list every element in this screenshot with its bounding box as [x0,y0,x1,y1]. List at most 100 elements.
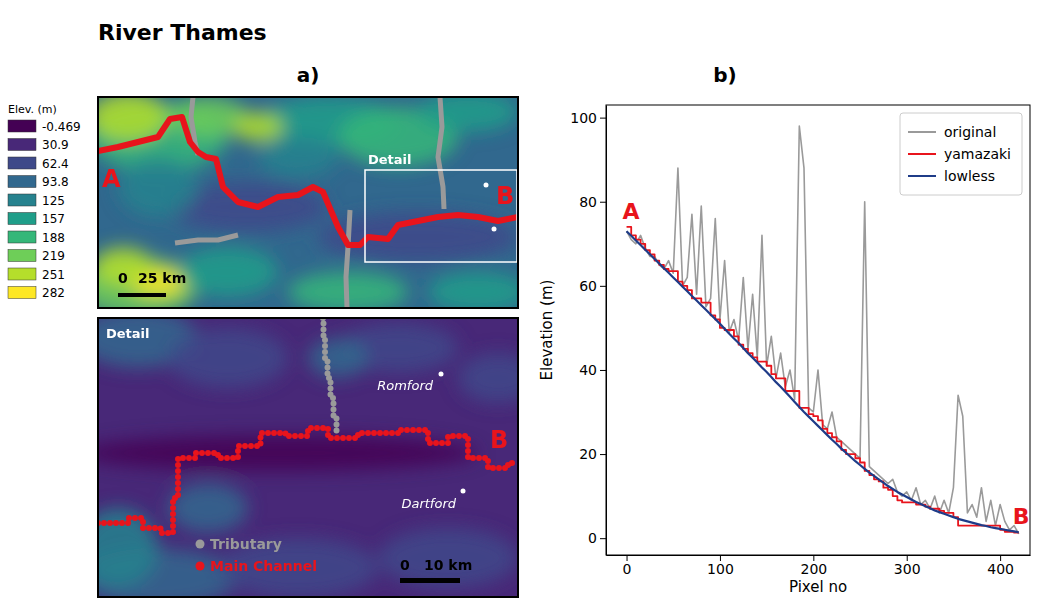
legend-swatch [196,562,205,571]
scale-label: 10 km [424,557,472,573]
start-label: A [102,165,121,193]
tributary [175,235,238,243]
colorbar-label: -0.469 [42,120,81,134]
x-tick-label: 400 [987,561,1014,577]
detail-map: Detail Romford Dartford B Tributary Main Chan… [78,308,538,601]
y-tick-mark [600,202,606,203]
terrain-patch [118,157,198,217]
colorbar-label: 282 [42,286,65,300]
place-label: Romford [377,378,434,393]
place-dot [484,183,489,188]
y-tick: 100 [570,110,606,126]
colorbar-label: 125 [42,194,65,208]
scale-bar [400,578,460,583]
figure-title: River Thames [98,20,267,45]
x-tick-label: 200 [800,561,827,577]
place-dot [461,489,466,494]
inset-frame [365,170,517,262]
y-tick-label: 40 [579,362,597,378]
colorbar-label: 30.9 [42,138,69,152]
legend: originalyamazakilowless [900,113,1022,195]
legend-swatch [196,540,205,549]
y-tick: 20 [579,446,606,462]
series-line [627,231,1019,532]
colorbar-label: 219 [42,249,65,263]
colorbar-swatch [8,268,36,280]
annotation: B [1013,504,1030,529]
legend-swatch [908,175,936,177]
legend-label: lowless [944,168,995,184]
panel-label: a) [297,63,320,87]
colorbar-swatch [8,250,36,262]
end-label: B [490,426,508,454]
annotation: A [623,199,640,224]
legend-swatch [908,153,936,155]
y-tick: 40 [579,362,606,378]
colorbar-title: Elev. (m) [8,103,57,116]
x-tick-label: 300 [894,561,921,577]
inset-label: Detail [106,326,150,341]
figure: River Thames a) Elev. (m) -0.469 30.9 62.4 93.… [0,0,1048,601]
main-channel [98,117,518,245]
tributary [438,97,444,209]
terrain-patch [428,272,518,308]
scale-label: 0 [118,270,128,286]
x-axis-title: Pixel no [789,578,847,596]
y-tick-mark [600,118,606,119]
colorbar-swatch [8,139,36,151]
y-tick-label: 60 [579,278,597,294]
y-tick-label: 80 [579,194,597,210]
x-tick: 100 [707,555,734,577]
y-tick: 0 [588,530,606,546]
x-tick: 200 [800,555,827,577]
panel-label: b) [713,63,736,87]
terrain-patch [458,353,518,403]
colorbar-label: 251 [42,268,65,282]
plot-frame [606,105,1030,555]
x-tick: 300 [894,555,921,577]
place-dot [492,227,497,232]
legend-box [900,113,1022,195]
colorbar-label: 93.8 [42,175,69,189]
series-line [627,227,1019,533]
terrain [98,318,518,597]
terrain-patch [233,112,283,142]
map-frame [98,318,518,597]
y-tick: 80 [579,194,606,210]
y-tick: 60 [579,278,606,294]
y-tick-mark [600,538,606,539]
colorbar-label: 157 [42,212,65,226]
terrain-patch [258,137,338,177]
colorbar-label: 62.4 [42,157,69,171]
y-tick-mark [600,454,606,455]
colorbar-swatch [8,213,36,225]
end-label: B [496,182,514,210]
terrain-patch [418,97,518,132]
colorbar-label: 188 [42,231,65,245]
inset-label: Detail [368,152,412,167]
place-label: Dartford [401,496,456,511]
y-tick-label: 0 [588,530,597,546]
colorbar-swatch [8,231,36,243]
terrain-patch [308,338,368,378]
colorbar-swatch [8,287,36,299]
x-axis: 0 100 200 300 400 [607,555,1031,577]
x-tick-label: 0 [623,561,632,577]
legend-label: Tributary [210,536,282,552]
place-dot [439,372,444,377]
x-tick: 400 [987,555,1014,577]
x-tick: 0 [623,555,632,577]
colorbar-swatch [8,120,36,132]
terrain-patch [168,328,288,388]
y-tick-label: 100 [570,110,597,126]
legend-swatch [908,131,936,133]
overview-map: A B Detail 0 25 km [78,92,528,317]
scale-label: 25 km [138,270,186,286]
colorbar-swatch [8,157,36,169]
tributary [323,318,338,433]
legend-label: Main Channel [210,558,317,574]
terrain [98,97,518,308]
colorbar-swatch [8,176,36,188]
y-tick-label: 20 [579,446,597,462]
scale-bar [118,293,166,297]
